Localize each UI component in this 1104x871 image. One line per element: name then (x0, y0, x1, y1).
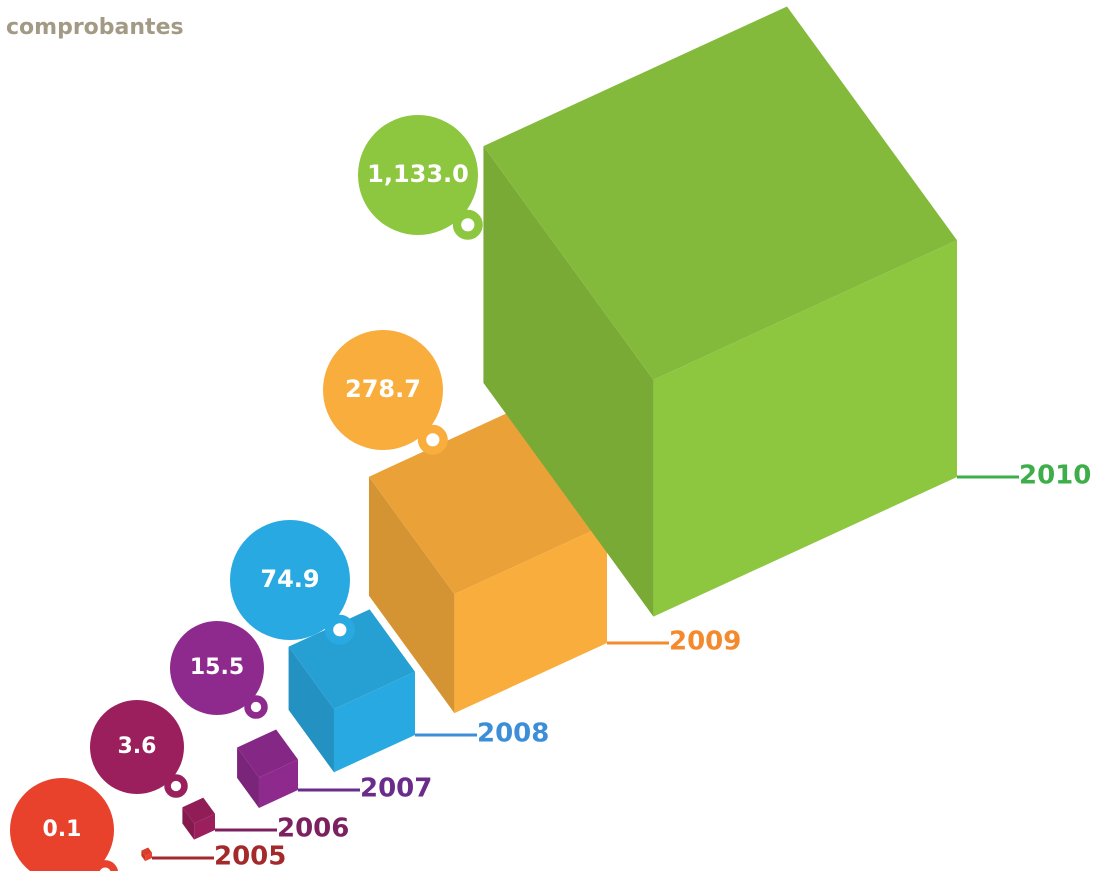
cube (182, 798, 215, 840)
bubble-ring (248, 699, 265, 716)
year-label: 2009 (669, 627, 741, 657)
value-label: 0.1 (43, 817, 82, 842)
value-label: 74.9 (260, 565, 319, 593)
bubble-ring (96, 864, 115, 871)
chart-title: comprobantes (6, 15, 184, 40)
year-label: 2005 (214, 842, 286, 871)
value-label: 278.7 (345, 375, 421, 403)
cube (141, 847, 152, 861)
cube (237, 729, 298, 807)
year-label: 2008 (477, 719, 549, 749)
bubble-ring (422, 429, 444, 451)
chart: comprobantes 2005 0.1 2006 3.6 2007 15.5 2008 7… (0, 0, 1104, 871)
bubble-ring (168, 778, 185, 795)
year-label: 2006 (277, 814, 349, 844)
year-label: 2007 (360, 774, 432, 804)
bubble-ring (457, 214, 479, 236)
value-label: 15.5 (190, 655, 244, 680)
year-label: 2010 (1019, 461, 1091, 491)
value-label: 1,133.0 (367, 160, 469, 188)
bubble-ring (329, 619, 351, 641)
value-label: 3.6 (118, 734, 157, 759)
